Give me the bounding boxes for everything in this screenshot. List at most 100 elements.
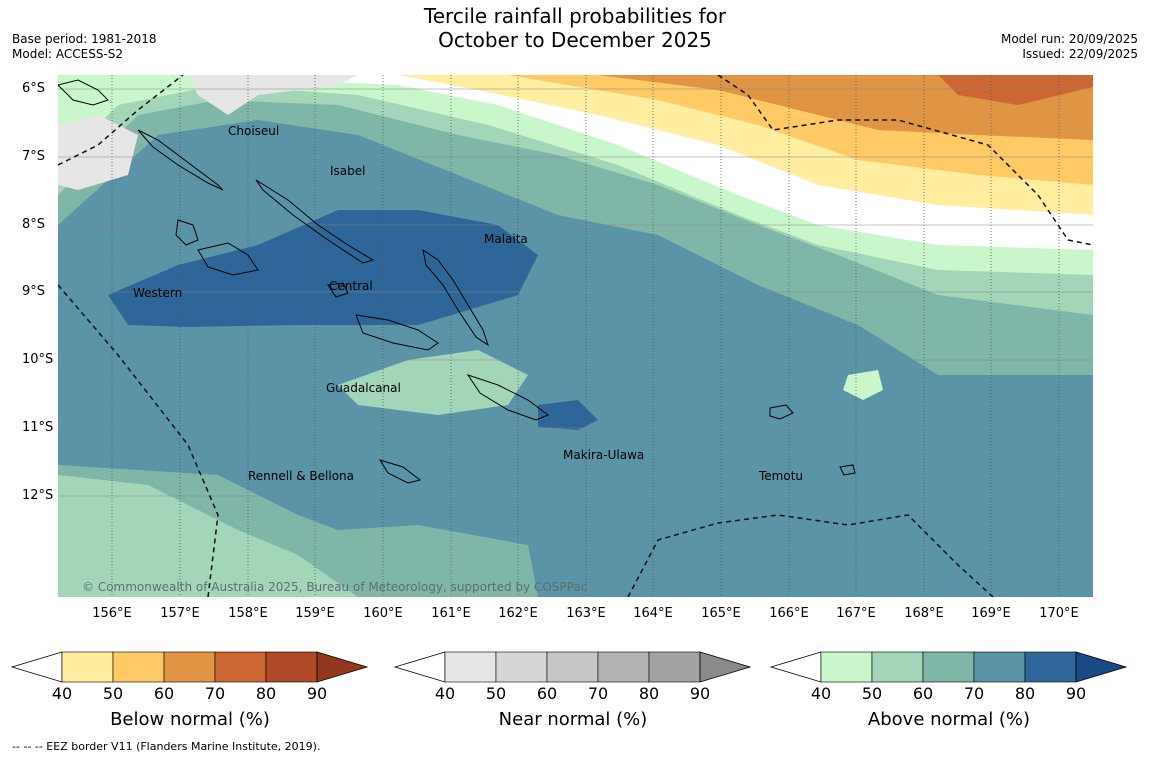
colorbar-near-tick-40: 40 (434, 684, 456, 703)
longitude-gridlines (111, 75, 1060, 597)
island-rennell (378, 459, 422, 484)
colorbar-below-tick-90: 90 (306, 684, 328, 703)
colorbar-above-swatch-50-60 (871, 651, 924, 683)
lon-label-157e: 157°E (160, 606, 200, 621)
colorbar-near-tick-60: 60 (536, 684, 558, 703)
island-guadalcanal (355, 314, 439, 351)
eez-borders (58, 75, 1093, 597)
zone-above-80-west (108, 210, 538, 327)
label-temotu: Temotu (759, 469, 804, 483)
eez-border-north-east (717, 75, 1093, 246)
colorbar-above-tick-50: 50 (861, 684, 883, 703)
colorbar-above-tick-80: 80 (1014, 684, 1036, 703)
issued-text: Issued: 22/09/2025 (1022, 47, 1138, 61)
colorbar-above-normal (769, 651, 1128, 683)
island-outlines (58, 79, 856, 484)
model-run-text: Model run: 20/09/2025 (1000, 32, 1138, 46)
label-guadalcanal: Guadalcanal (326, 381, 401, 395)
zone-above-80-makira (538, 400, 598, 430)
eez-note: -- -- -- EEZ border V11 (Flanders Marine… (12, 740, 321, 753)
colorbar-below-tick-50: 50 (102, 684, 124, 703)
lon-label-165e: 165°E (701, 606, 741, 621)
run-info: Model run: 20/09/2025 Issued: 22/09/2025 (1001, 32, 1138, 62)
colorbar-below-tick-70: 70 (204, 684, 226, 703)
model-text: Model: ACCESS-S2 (12, 47, 124, 61)
island-western-1 (175, 219, 199, 246)
lon-label-162e: 162°E (498, 606, 538, 621)
lon-label-161e: 161°E (431, 606, 471, 621)
colorbar-below-swatch-70-80 (214, 651, 267, 683)
zone-near-40-w (58, 115, 138, 190)
colorbar-near-normal (393, 651, 752, 683)
lat-label-12s: 12°S (22, 488, 54, 503)
map-title: Tercile rainfall probabilities for Octob… (0, 4, 1150, 52)
colorbar-near-swatch-60-70 (546, 651, 599, 683)
zone-near-40-n (188, 75, 358, 115)
eez-border-south-east (627, 514, 994, 597)
colorbar-below-swatch-60-70 (163, 651, 216, 683)
island-temotu-2 (839, 464, 856, 476)
lat-label-6s: 6°S (22, 81, 46, 96)
colorbar-near-title: Near normal (%) (498, 709, 648, 730)
colorbar-near-swatch-80-90 (648, 651, 701, 683)
colorbar-near-tick-90: 90 (689, 684, 711, 703)
colorbar-below-swatch-40-50 (61, 651, 114, 683)
colorbar-above-tick-40: 40 (810, 684, 832, 703)
island-malaita (422, 248, 489, 347)
zone-above-50-sw (58, 475, 358, 597)
colorbar-below-swatch-50-60 (112, 651, 165, 683)
colorbar-above-title: Above normal (%) (867, 709, 1031, 730)
label-central: Central (329, 279, 373, 293)
colorbar-above-swatch-70-80 (973, 651, 1026, 683)
lon-label-169e: 169°E (971, 606, 1011, 621)
lat-label-10s: 10°S (22, 352, 54, 367)
lat-label-8s: 8°S (22, 217, 46, 232)
lat-label-11s: 11°S (22, 420, 54, 435)
latitude-gridlines (58, 88, 1093, 497)
zone-above-50-guadalcanal (338, 350, 528, 415)
colorbar-near-tick-80: 80 (638, 684, 660, 703)
colorbar-near-swatch-50-60 (495, 651, 548, 683)
lon-label-163e: 163°E (566, 606, 606, 621)
colorbar-below-tick-60: 60 (153, 684, 175, 703)
label-rennell-bellona: Rennell & Bellona (248, 469, 355, 483)
island-bougainville (58, 79, 109, 106)
colorbar-above-tick-60: 60 (912, 684, 934, 703)
colorbar-below-normal (10, 651, 369, 683)
colorbar-above-overflow (1075, 651, 1128, 683)
island-western-2 (197, 242, 259, 276)
island-makira (466, 374, 549, 421)
lon-label-156e: 156°E (92, 606, 132, 621)
base-period-text: Base period: 1981-2018 (12, 32, 157, 46)
lon-label-158e: 158°E (228, 606, 268, 621)
lat-label-9s: 9°S (22, 284, 46, 299)
colorbar-near-swatch-70-80 (597, 651, 650, 683)
island-isabel (255, 179, 375, 264)
title-line-2: October to December 2025 (438, 28, 712, 52)
eez-border-north-west (58, 75, 184, 166)
title-line-1: Tercile rainfall probabilities for (423, 4, 727, 28)
colorbar-below-tick-80: 80 (255, 684, 277, 703)
lon-label-167e: 167°E (836, 606, 876, 621)
colorbar-near-tick-70: 70 (587, 684, 609, 703)
colorbar-above-tick-70: 70 (963, 684, 985, 703)
base-info: Base period: 1981-2018 Model: ACCESS-S2 (12, 32, 157, 62)
colorbar-above-underflow (769, 651, 822, 683)
zone-below-70 (938, 75, 1093, 105)
island-central (327, 282, 349, 298)
lon-label-159e: 159°E (295, 606, 335, 621)
colorbar-near-underflow (393, 651, 446, 683)
island-choiseul (137, 129, 224, 191)
eez-border-south-west (58, 284, 219, 597)
label-western: Western (133, 286, 183, 300)
lon-label-160e: 160°E (363, 606, 403, 621)
label-choiseul: Choiseul (228, 124, 280, 138)
lon-label-166e: 166°E (769, 606, 809, 621)
colorbar-below-title: Below normal (%) (110, 709, 270, 730)
colorbar-below-swatch-80-90 (265, 651, 318, 683)
label-malaita: Malaita (484, 232, 528, 246)
colorbar-above-swatch-40-50 (820, 651, 873, 683)
lat-label-7s: 7°S (22, 149, 46, 164)
colorbar-near-swatch-40-50 (444, 651, 497, 683)
rainfall-probability-map (58, 75, 1093, 597)
